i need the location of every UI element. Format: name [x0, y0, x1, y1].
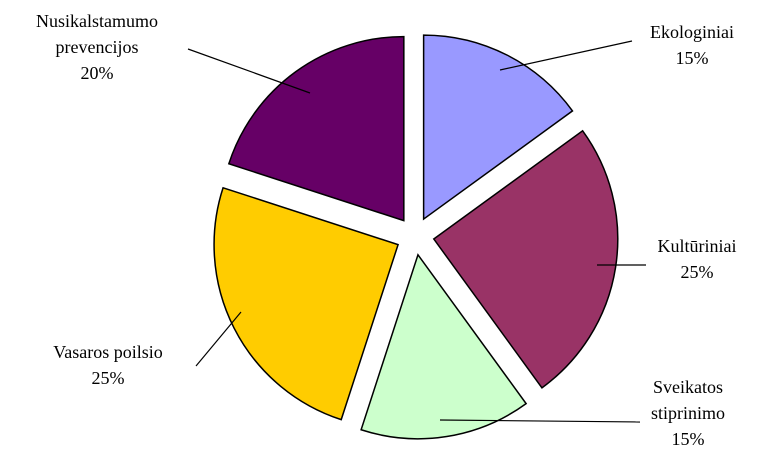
- slice-name-label: stiprinimo: [651, 403, 725, 423]
- slice-label-2: Sveikatos stiprinimo 15%: [651, 377, 725, 449]
- slice-name-label: Nusikalstamumo: [36, 11, 158, 31]
- slice-label-1: Kultūriniai 25%: [658, 236, 737, 282]
- pie-slice-4: [227, 35, 405, 222]
- slice-name-label: Ekologiniai: [650, 22, 734, 42]
- leader-line-0: [499, 40, 633, 71]
- slice-value-label: 15%: [676, 48, 709, 68]
- leader-line-3: [195, 311, 242, 367]
- slice-name-label: Vasaros poilsio: [53, 342, 163, 362]
- leader-lines: [187, 40, 646, 423]
- pie-slice-2: [360, 253, 528, 440]
- slice-value-label: 20%: [81, 63, 114, 83]
- slice-label-4: Nusikalstamumo prevencijos 20%: [36, 11, 158, 83]
- slice-value-label: 15%: [672, 429, 705, 449]
- leader-line-2: [439, 419, 641, 423]
- pie-slice-1: [432, 129, 619, 389]
- slice-value-label: 25%: [92, 368, 125, 388]
- slice-name-label: prevencijos: [56, 37, 139, 57]
- leader-line-4: [187, 48, 311, 94]
- slice-labels: Ekologiniai 15% Kultūriniai 25% Sveikatos sti…: [36, 11, 737, 449]
- slice-name-label: Kultūriniai: [658, 236, 737, 256]
- slice-label-3: Vasaros poilsio 25%: [53, 342, 163, 388]
- pie-slices: [213, 34, 619, 440]
- pie-slice-3: [213, 186, 400, 421]
- slice-value-label: 25%: [681, 262, 714, 282]
- slice-label-0: Ekologiniai 15%: [650, 22, 734, 68]
- pie-slice-0: [422, 34, 574, 221]
- slice-name-label: Sveikatos: [653, 377, 723, 397]
